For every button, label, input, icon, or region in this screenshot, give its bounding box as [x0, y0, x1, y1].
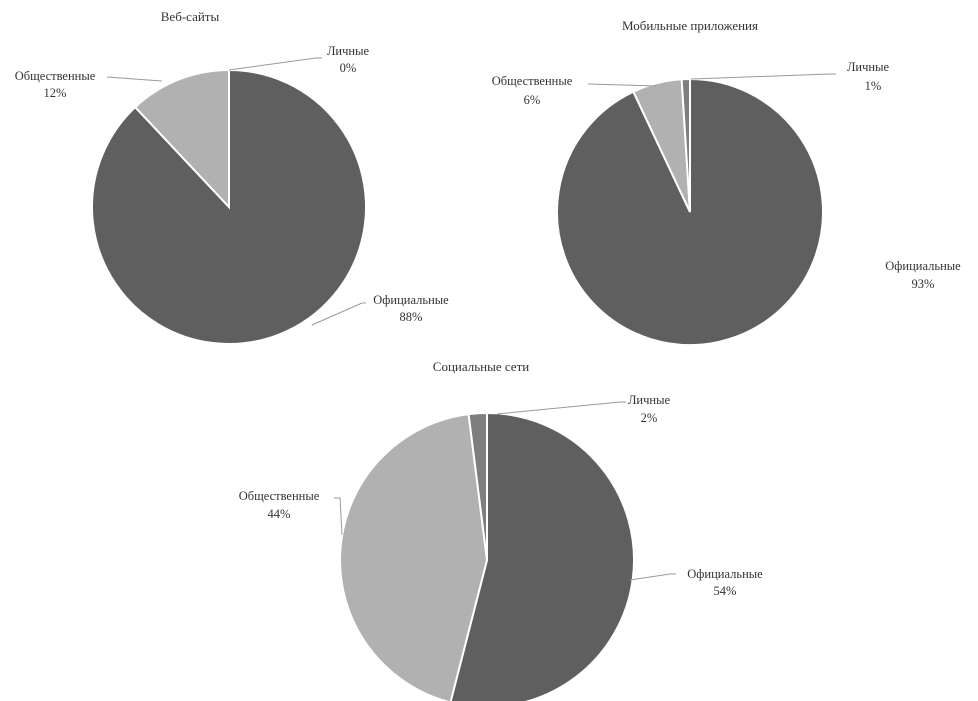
- slice-value-mobile-official: 93%: [912, 277, 935, 291]
- slice-value-websites-official: 88%: [400, 310, 423, 324]
- leader-line-social-personal: [496, 401, 626, 415]
- slice-value-mobile-public: 6%: [524, 93, 541, 107]
- chart-title-websites: Веб-сайты: [161, 9, 220, 24]
- slice-label-mobile-official: Официальные: [885, 259, 961, 273]
- leader-line-social-public: [334, 497, 343, 536]
- slice-label-mobile-personal: Личные: [847, 60, 890, 74]
- slice-value-mobile-personal: 1%: [865, 79, 882, 93]
- leader-line-mobile-personal: [690, 73, 836, 80]
- leader-line-websites-official: [311, 302, 366, 326]
- pie-slice-social-official: [449, 411, 635, 701]
- slice-label-websites-public: Общественные: [15, 69, 96, 83]
- slice-value-social-official: 54%: [714, 584, 737, 598]
- pie-slice-social-public: [339, 413, 489, 701]
- chart-social-networks: Социальные сети Личные 2% Общественные 4…: [239, 359, 763, 701]
- slice-label-mobile-public: Общественные: [492, 74, 573, 88]
- pie-websites: [91, 68, 367, 345]
- leader-line-social-official: [629, 573, 676, 581]
- slice-value-social-personal: 2%: [641, 411, 658, 425]
- slice-label-social-public: Общественные: [239, 489, 320, 503]
- chart-websites: Веб-сайты Личные 0% Общественные 12% Офи…: [15, 9, 449, 345]
- slice-value-websites-personal: 0%: [340, 61, 357, 75]
- slice-label-websites-personal: Личные: [327, 44, 370, 58]
- slice-label-social-official: Официальные: [687, 567, 763, 581]
- leader-line-mobile-public: [587, 83, 657, 87]
- slice-label-social-personal: Личные: [628, 393, 671, 407]
- pie-slice-social-personal: [467, 411, 488, 561]
- slice-value-social-public: 44%: [268, 507, 291, 521]
- leader-line-websites-public: [106, 76, 163, 82]
- chart-mobile-apps: Мобильные приложения Личные 1% Обществен…: [492, 18, 961, 346]
- chart-title-social-networks: Социальные сети: [433, 359, 529, 374]
- pie-slice-websites-public: [133, 68, 230, 210]
- slice-value-websites-public: 12%: [44, 86, 67, 100]
- leader-line-websites-personal: [228, 57, 322, 71]
- pie-slice-mobile-personal: [680, 77, 691, 213]
- slice-label-websites-official: Официальные: [373, 293, 449, 307]
- pie-mobile-apps: [556, 77, 824, 346]
- pie-social-networks: [339, 411, 635, 701]
- chart-title-mobile-apps: Мобильные приложения: [622, 18, 758, 33]
